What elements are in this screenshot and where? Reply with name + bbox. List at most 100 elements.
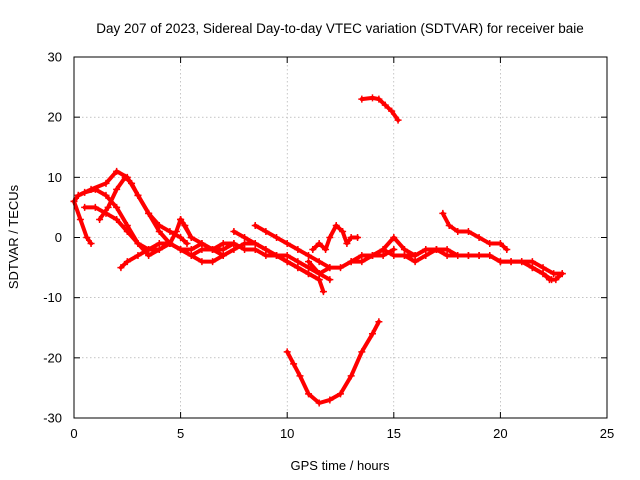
data-point [464, 227, 472, 235]
data-point [166, 240, 174, 248]
data-point [375, 318, 383, 326]
data-point [475, 252, 483, 260]
data-point [443, 246, 451, 254]
data-point [358, 95, 366, 103]
data-point [102, 209, 110, 217]
data-point [486, 240, 494, 248]
data-point [134, 191, 142, 199]
data-point [145, 252, 153, 260]
x-tick-label: 20 [493, 426, 507, 441]
data-point [209, 246, 217, 254]
data-point [315, 276, 323, 284]
data-point [337, 264, 344, 272]
data-point [117, 264, 125, 272]
data-point [545, 276, 553, 284]
y-tick-label: 0 [55, 230, 62, 245]
data-point [528, 264, 536, 272]
data-point [251, 240, 259, 248]
series-track-9-markers [209, 240, 327, 296]
data-point [262, 227, 270, 235]
series-track-2-markers [70, 197, 95, 248]
data-point [209, 258, 217, 266]
data-point [347, 372, 355, 380]
data-point [262, 252, 270, 260]
data-point [104, 203, 112, 211]
data-point [305, 264, 313, 272]
data-point [76, 215, 84, 223]
data-point [422, 246, 430, 254]
data-point [134, 240, 142, 248]
data-point [439, 209, 447, 217]
data-point [294, 258, 302, 266]
data-point [87, 185, 95, 193]
series-track-16-markers [528, 264, 566, 284]
data-point [296, 372, 304, 380]
data-point [326, 276, 334, 284]
data-point [230, 227, 238, 235]
data-point [241, 246, 249, 254]
data-point [528, 258, 536, 266]
data-point [155, 240, 163, 248]
y-tick-label: 20 [48, 110, 62, 125]
x-tick-label: 10 [280, 426, 294, 441]
y-tick-label: -10 [43, 290, 62, 305]
data-point [113, 185, 121, 193]
data-point [400, 246, 408, 254]
data-point [283, 258, 291, 266]
data-point [375, 95, 383, 103]
data-point [322, 246, 330, 254]
data-point [219, 252, 227, 260]
data-point [443, 252, 451, 260]
data-point [432, 246, 440, 254]
data-point [326, 234, 334, 241]
data-point [91, 203, 99, 211]
data-point [113, 203, 121, 211]
data-point [326, 264, 334, 272]
data-point [381, 101, 389, 109]
data-point [123, 221, 131, 229]
data-point [155, 221, 163, 229]
data-point [230, 240, 238, 248]
data-point [379, 252, 387, 260]
data-point [315, 240, 323, 248]
y-tick-label: -30 [43, 411, 62, 426]
data-point [394, 116, 402, 124]
data-point [283, 240, 291, 248]
data-point [128, 179, 136, 187]
data-point [354, 234, 362, 241]
data-point [198, 246, 206, 254]
data-point [339, 227, 347, 235]
data-point [262, 246, 270, 254]
data-point [388, 107, 396, 115]
x-tick-label: 0 [70, 426, 77, 441]
x-axis-label: GPS time / hours [291, 458, 390, 473]
data-point [368, 94, 376, 102]
data-point [305, 270, 313, 278]
data-point [337, 390, 344, 398]
data-point [102, 191, 110, 199]
data-point [113, 167, 121, 175]
data-point [273, 252, 281, 260]
series-track-12-markers [309, 221, 362, 254]
data-point [422, 252, 430, 260]
data-point [121, 173, 129, 181]
data-point [496, 258, 504, 266]
data-series [70, 94, 566, 407]
data-point [241, 234, 249, 241]
series-track-17-markers [439, 209, 511, 254]
series-track-2 [72, 199, 94, 246]
data-point [486, 252, 494, 260]
data-point [454, 227, 462, 235]
data-point [177, 246, 185, 254]
data-point [305, 252, 313, 260]
data-point [390, 234, 398, 241]
x-tick-label: 25 [600, 426, 614, 441]
x-tick-label: 5 [177, 426, 184, 441]
y-tick-label: 10 [48, 170, 62, 185]
data-point [187, 246, 195, 254]
data-point [283, 252, 291, 260]
data-point [475, 234, 483, 241]
data-point [177, 215, 185, 223]
data-point [358, 252, 366, 260]
